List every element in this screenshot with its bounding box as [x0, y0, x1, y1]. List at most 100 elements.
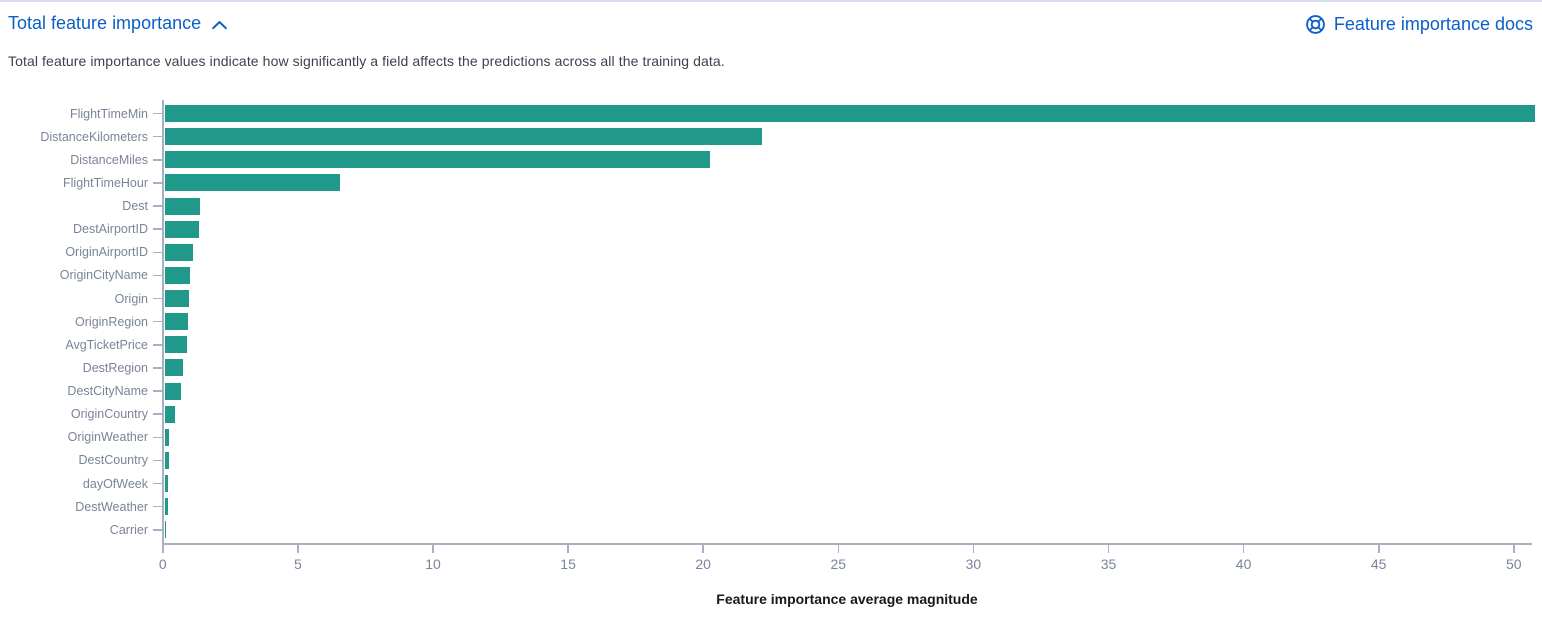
docs-link-label: Feature importance docs [1333, 13, 1533, 34]
chart-row: AvgTicketPrice [0, 333, 1542, 356]
chart-row: OriginCityName [0, 264, 1542, 287]
x-axis-title: Feature importance average magnitude [716, 591, 978, 607]
y-axis-category-label: DestRegion [82, 360, 148, 375]
y-axis-tick [153, 344, 162, 346]
y-axis-category-label: DistanceKilometers [40, 129, 148, 144]
feature-importance-bar[interactable] [164, 220, 200, 238]
y-axis-category-label: OriginWeather [67, 430, 148, 445]
chart-row: DestWeather [0, 495, 1542, 518]
chart-row: DestAirportID [0, 218, 1542, 241]
y-axis-tick [153, 320, 162, 323]
y-axis-category-label: OriginCityName [59, 268, 148, 283]
x-axis-tick-label: 40 [1235, 556, 1252, 572]
y-axis-tick [153, 228, 162, 230]
y-axis-category-label: Origin [114, 291, 148, 306]
feature-importance-bar[interactable] [164, 451, 170, 469]
x-axis-tick-label: 45 [1370, 556, 1387, 572]
x-axis-tick-label: 15 [560, 556, 576, 572]
y-axis-tick [153, 205, 162, 207]
total-feature-importance-accordion-toggle[interactable]: Total feature importance [8, 13, 228, 34]
feature-importance-bar[interactable] [164, 336, 187, 354]
chart-row: OriginCountry [0, 403, 1542, 426]
x-axis-tick [1513, 543, 1515, 553]
y-axis-tick [153, 413, 162, 415]
chart-rows: FlightTimeMin DistanceKilometers DistanceM… [0, 102, 1542, 541]
x-axis-tick [1242, 543, 1245, 553]
feature-importance-bar[interactable] [164, 428, 170, 446]
y-axis-tick [153, 182, 162, 184]
x-axis-tick [567, 543, 569, 553]
x-axis-tick-label: 5 [293, 556, 302, 572]
y-axis-tick [153, 367, 162, 369]
y-axis-category-label: OriginCountry [70, 407, 148, 422]
feature-importance-bar[interactable] [164, 359, 184, 377]
x-axis-tick-label: 10 [425, 556, 441, 572]
chart-row: DistanceKilometers [0, 125, 1542, 148]
y-axis-tick [153, 159, 162, 161]
chart-row: DestCityName [0, 380, 1542, 403]
x-axis-tick-label: 0 [158, 556, 167, 572]
chart-row: OriginRegion [0, 310, 1542, 333]
chart-row: DistanceMiles [0, 148, 1542, 171]
chart-row: DestCountry [0, 449, 1542, 472]
feature-importance-bar[interactable] [164, 197, 201, 215]
feature-importance-bar[interactable] [164, 313, 189, 331]
y-axis-category-label: Dest [122, 199, 148, 214]
chart-row: DestRegion [0, 356, 1542, 379]
y-axis-tick [153, 505, 162, 508]
feature-importance-bar[interactable] [164, 382, 181, 400]
panel-top-divider [0, 0, 1542, 2]
y-axis-tick [153, 436, 162, 439]
y-axis-tick [153, 274, 162, 277]
feature-importance-bar[interactable] [164, 405, 176, 423]
feature-importance-bar-chart: FlightTimeMin DistanceKilometers DistanceM… [0, 90, 1542, 618]
x-axis-tick [837, 543, 839, 553]
y-axis-tick [153, 390, 162, 392]
y-axis-category-label: OriginAirportID [65, 245, 148, 260]
feature-importance-bar[interactable] [164, 128, 762, 146]
y-axis-tick [153, 297, 162, 300]
feature-importance-bar[interactable] [164, 266, 191, 284]
chart-row: FlightTimeHour [0, 171, 1542, 194]
chart-row: OriginAirportID [0, 241, 1542, 264]
y-axis-category-label: Carrier [109, 522, 148, 537]
y-axis-category-label: DestCountry [78, 453, 148, 468]
x-axis-tick [1378, 543, 1380, 553]
help-lifebuoy-icon [1305, 14, 1326, 35]
chart-row: Dest [0, 195, 1542, 218]
feature-importance-bar[interactable] [164, 174, 341, 192]
x-axis-tick-label: 25 [830, 556, 847, 572]
y-axis-tick [153, 529, 162, 531]
x-axis-tick-label: 20 [695, 556, 711, 572]
panel-description: Total feature importance values indicate… [8, 53, 725, 69]
y-axis-category-label: FlightTimeHour [63, 175, 148, 190]
x-axis-tick-label: 35 [1100, 556, 1117, 572]
y-axis-tick [153, 482, 162, 485]
y-axis-category-label: AvgTicketPrice [65, 337, 148, 352]
chart-row: FlightTimeMin [0, 102, 1542, 125]
chevron-up-icon [211, 18, 228, 32]
x-axis-tick [702, 543, 704, 553]
y-axis-tick [153, 251, 162, 254]
y-axis-category-label: DestWeather [75, 499, 148, 514]
y-axis-category-label: OriginRegion [75, 314, 148, 329]
feature-importance-bar[interactable] [164, 475, 169, 493]
feature-importance-bar[interactable] [164, 290, 189, 308]
feature-importance-bar[interactable] [164, 151, 711, 169]
y-axis-category-label: dayOfWeek [82, 476, 148, 491]
chart-row: Origin [0, 287, 1542, 310]
feature-importance-bar[interactable] [164, 243, 194, 261]
y-axis-category-label: DistanceMiles [70, 152, 148, 167]
y-axis-category-label: FlightTimeMin [69, 106, 148, 121]
y-axis-category-label: DestAirportID [72, 222, 148, 237]
feature-importance-docs-link[interactable]: Feature importance docs [1305, 13, 1533, 35]
feature-importance-bar[interactable] [164, 521, 166, 539]
feature-importance-bar[interactable] [164, 498, 168, 516]
y-axis-tick [153, 459, 162, 462]
x-axis-tick-label: 50 [1506, 556, 1522, 572]
x-axis-tick [972, 543, 975, 553]
x-axis-tick [1107, 543, 1110, 553]
chart-row: Carrier [0, 518, 1542, 541]
y-axis-tick [153, 135, 162, 138]
feature-importance-bar[interactable] [164, 105, 1535, 123]
